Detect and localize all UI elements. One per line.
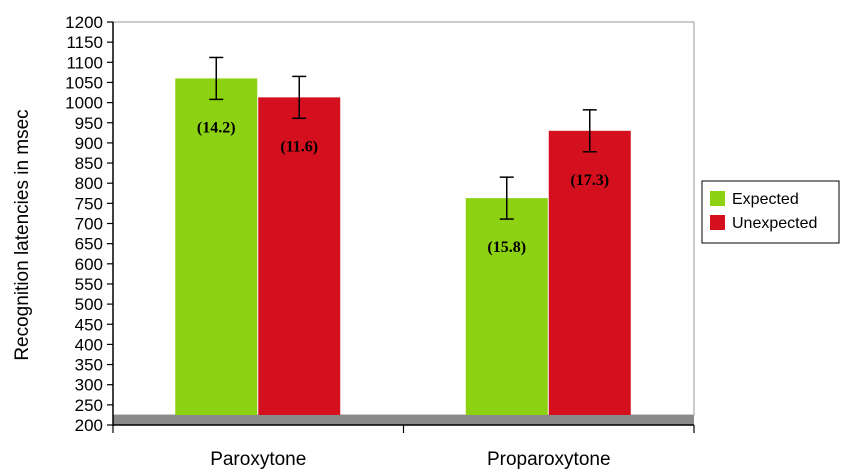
legend-label-expected: Expected <box>732 191 799 208</box>
bar-unexpected-paroxytone <box>258 97 341 416</box>
x-category-label: Proparoxytone <box>487 449 611 470</box>
data-label: (17.3) <box>570 172 609 189</box>
y-tick-label: 750 <box>75 194 103 213</box>
legend: Expected Unexpected <box>701 180 840 244</box>
legend-swatch-expected <box>710 191 725 206</box>
y-tick-label: 550 <box>75 275 103 294</box>
y-tick-label: 900 <box>75 134 103 153</box>
y-tick-label: 500 <box>75 295 103 314</box>
y-tick-label: 800 <box>75 174 103 193</box>
y-tick-label: 250 <box>75 396 103 415</box>
bar-expected-paroxytone <box>175 78 258 416</box>
y-axis-label: Recognition latencies in msec <box>12 109 33 360</box>
legend-swatch-unexpected <box>710 215 725 230</box>
y-tick-label: 1100 <box>66 53 103 72</box>
y-tick-label: 200 <box>75 416 103 435</box>
data-label: (11.6) <box>280 138 318 155</box>
data-label: (15.8) <box>487 239 526 256</box>
y-tick-label: 1000 <box>65 94 103 113</box>
y-tick-label: 300 <box>75 376 103 395</box>
x-category-label: Paroxytone <box>210 449 306 470</box>
bar-unexpected-proparoxytone <box>548 130 631 415</box>
bar-expected-proparoxytone <box>465 198 548 415</box>
data-label: (14.2) <box>197 119 236 136</box>
y-tick-label: 400 <box>75 335 103 354</box>
legend-label-unexpected: Unexpected <box>732 215 817 232</box>
y-tick-label: 1200 <box>65 13 103 32</box>
y-tick-label: 1150 <box>66 33 103 52</box>
y-tick-label: 350 <box>75 356 103 375</box>
y-tick-label: 600 <box>75 255 103 274</box>
y-tick-label: 700 <box>75 215 103 234</box>
y-tick-label: 1050 <box>65 73 103 92</box>
y-tick-label: 450 <box>75 315 103 334</box>
y-tick-label: 850 <box>75 154 103 173</box>
y-tick-label: 650 <box>75 235 103 254</box>
plot-floor <box>113 415 694 425</box>
y-tick-label: 950 <box>75 114 103 133</box>
